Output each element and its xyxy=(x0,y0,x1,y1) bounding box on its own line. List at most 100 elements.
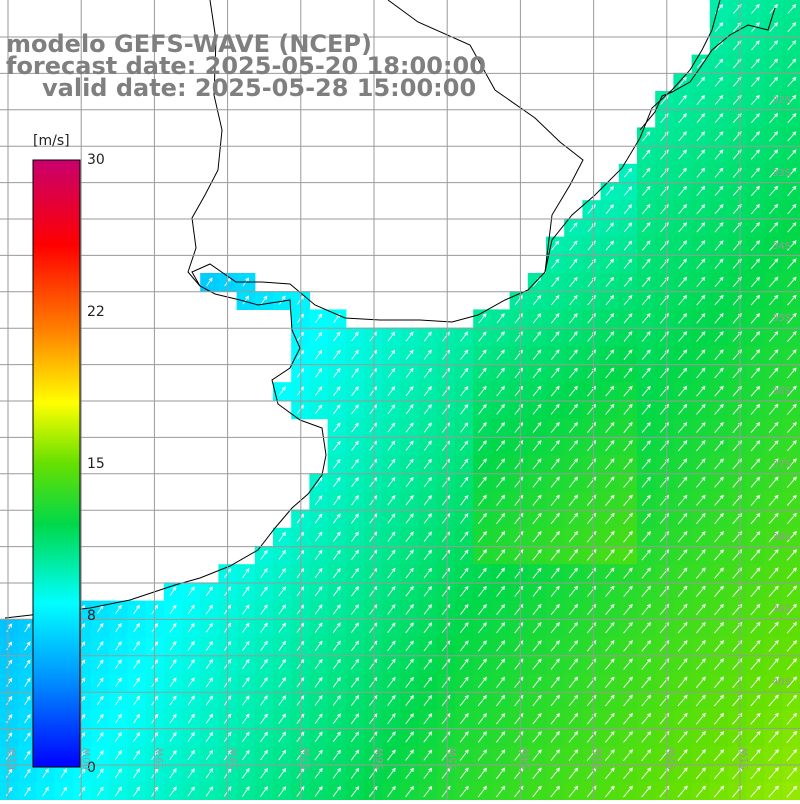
wind-arrow xyxy=(641,385,651,397)
wind-arrow xyxy=(713,694,725,707)
wind-arrow xyxy=(605,567,615,579)
wind-arrow xyxy=(786,658,798,670)
wind-arrow xyxy=(605,403,615,415)
wind-arrow xyxy=(387,331,396,342)
wind-arrow xyxy=(405,422,414,433)
wind-arrow xyxy=(696,385,706,397)
wind-arrow xyxy=(677,640,688,652)
wind-arrow xyxy=(696,203,706,215)
wind-arrow xyxy=(387,604,396,615)
wind-arrow xyxy=(332,658,341,670)
wind-arrow xyxy=(169,768,177,779)
wind-arrow xyxy=(750,676,761,689)
wind-arrow xyxy=(714,203,724,215)
wind-arrow xyxy=(205,768,214,779)
lat-label: 34S xyxy=(772,241,792,252)
wind-arrow xyxy=(750,331,761,342)
wind-arrow xyxy=(768,640,779,652)
wind-arrow xyxy=(787,349,797,361)
wind-arrow xyxy=(242,640,250,651)
wind-arrow xyxy=(696,94,706,105)
wind-arrow xyxy=(187,586,195,597)
wind-arrow xyxy=(678,167,687,178)
wind-arrow xyxy=(333,422,341,433)
wind-arrow xyxy=(96,713,104,724)
wind-arrow xyxy=(677,676,688,689)
wind-arrow xyxy=(769,149,779,160)
wind-arrow xyxy=(405,567,414,579)
wind-arrow xyxy=(714,349,724,361)
wind-arrow xyxy=(641,276,651,288)
wind-arrow xyxy=(713,767,725,780)
wind-arrow xyxy=(496,313,505,324)
wind-arrow xyxy=(641,749,652,761)
wind-arrow xyxy=(24,623,31,633)
wind-arrow xyxy=(459,640,469,652)
wind-arrow xyxy=(750,785,761,798)
wind-arrow xyxy=(477,731,487,743)
wind-arrow xyxy=(623,167,633,178)
wind-arrow xyxy=(332,513,341,524)
wind-arrow xyxy=(605,276,615,287)
wind-arrow xyxy=(351,422,359,433)
wind-arrow xyxy=(605,530,615,543)
wind-arrow xyxy=(333,404,341,415)
wind-arrow xyxy=(423,694,433,706)
wind-arrow xyxy=(332,640,341,652)
wind-arrow xyxy=(351,531,359,542)
wind-arrow xyxy=(604,749,615,761)
wind-arrow xyxy=(423,622,433,634)
wind-arrow xyxy=(423,404,432,415)
wind-arrow xyxy=(242,658,250,670)
wind-arrow xyxy=(623,349,633,360)
wind-arrow xyxy=(496,676,506,688)
wind-arrow xyxy=(387,476,396,488)
wind-arrow xyxy=(623,549,633,561)
wind-arrow xyxy=(333,458,341,469)
wind-arrow xyxy=(96,641,104,651)
wind-arrow xyxy=(278,549,286,560)
wind-arrow xyxy=(477,676,487,688)
wind-arrow xyxy=(677,767,688,780)
wind-arrow xyxy=(532,530,542,543)
wind-arrow xyxy=(695,785,706,798)
wind-arrow xyxy=(387,785,396,798)
wind-arrow xyxy=(787,22,797,33)
wind-arrow xyxy=(750,294,761,306)
wind-arrow xyxy=(678,240,688,251)
wind-arrow xyxy=(405,476,414,488)
wind-arrow xyxy=(768,440,779,452)
wind-arrow xyxy=(714,421,724,433)
wind-arrow xyxy=(750,276,761,288)
wind-arrow xyxy=(605,658,615,670)
wind-arrow xyxy=(24,677,31,687)
wind-arrow xyxy=(623,512,633,525)
wind-arrow xyxy=(96,622,104,633)
wind-arrow xyxy=(695,621,706,634)
wind-arrow xyxy=(133,622,140,633)
wind-arrow xyxy=(605,222,614,233)
wind-arrow xyxy=(605,240,615,251)
wind-arrow xyxy=(423,713,433,725)
wind-arrow xyxy=(459,622,469,634)
wind-arrow xyxy=(696,294,706,306)
wind-arrow xyxy=(751,40,760,51)
wind-arrow xyxy=(423,476,432,488)
wind-arrow xyxy=(750,512,761,525)
wind-arrow xyxy=(496,658,506,670)
wind-arrow xyxy=(750,422,761,433)
wind-arrow xyxy=(114,768,122,779)
wind-arrow xyxy=(496,385,505,397)
wind-arrow xyxy=(623,204,633,214)
wind-arrow xyxy=(696,149,706,160)
wind-arrow xyxy=(423,385,432,397)
wind-arrow xyxy=(605,494,615,506)
wind-arrow xyxy=(460,422,469,433)
wind-arrow xyxy=(423,585,432,597)
wind-arrow xyxy=(568,712,579,725)
wind-arrow xyxy=(423,785,433,798)
wind-arrow xyxy=(405,513,414,524)
wind-arrow xyxy=(641,440,651,452)
wind-arrow xyxy=(787,131,797,142)
